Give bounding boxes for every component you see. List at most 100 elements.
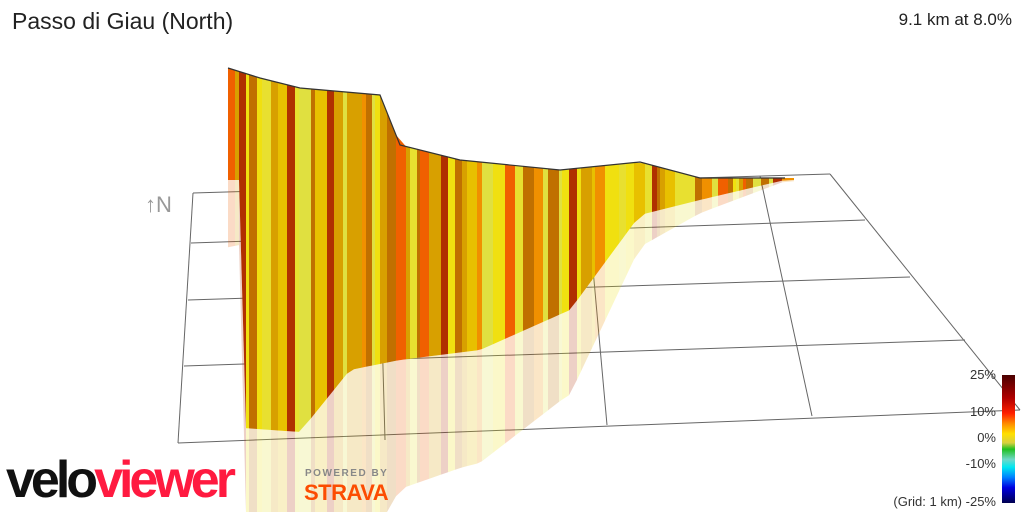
reflection-segment [315,398,327,512]
reflection-segment [462,351,467,468]
gradient-segment [702,178,705,200]
reflection-segment [739,189,743,199]
reflection-segment [660,208,665,236]
gradient-segment [334,90,343,390]
reflection-segment [626,223,634,277]
grid-line [829,173,1021,411]
reflection-segment [652,210,657,241]
reflection-segment [257,428,262,512]
gradient-segment [387,112,396,363]
gradient-segment [645,163,652,214]
page-title: Passo di Giau (North) [12,8,234,34]
reflection-segment [523,328,529,430]
reflection-segment [534,322,543,422]
gradient-segment [429,152,441,357]
reflection-segment [548,318,551,411]
gradient-segment [420,150,429,358]
reflection-segment [396,359,406,497]
reflection-segment [645,212,652,244]
gradient-segment [343,91,347,379]
profile-reflection [228,180,794,512]
gradient-segment [595,165,605,277]
veloviewer-logo[interactable]: veloviewer [6,452,236,508]
gradient-segment [551,169,559,319]
grid-line [177,409,1021,444]
gradient-segment [548,168,551,320]
gradient-segment [362,93,366,368]
gradient-segment [523,166,529,331]
strava-logo[interactable]: STRAVA [304,480,389,505]
reflection-segment [595,262,605,342]
reflection-segment [262,429,271,512]
gradient-segment [761,178,769,186]
gradient-segment [718,178,728,196]
reflection-segment [782,180,794,183]
gradient-segment [380,95,387,364]
gradient-segment [315,89,327,414]
gradient-segment [448,157,455,354]
reflection-segment [688,201,695,220]
reflection-segment [366,365,372,512]
reflection-segment [634,213,645,260]
legend-label-neg25: -25% [965,494,996,509]
reflection-segment [657,210,660,238]
gradient-segment [295,86,299,432]
gradient-segment [626,162,634,234]
climb-stats: 9.1 km at 8.0% [898,10,1012,29]
gradient-segment [406,146,410,360]
gradient-segment [743,178,746,190]
gradient-segment [562,169,569,314]
reflection-segment [493,338,505,453]
grid-note: (Grid: 1 km) [893,494,963,509]
gradient-segment [417,149,420,358]
gradient-segment [660,167,665,210]
reflection-segment [375,364,380,512]
reflection-segment [551,314,559,409]
grid-line [759,175,813,417]
reflection-segment [515,330,523,436]
gradient-segment [739,178,743,191]
reflection-segment [705,197,712,212]
gradient-segment [705,178,712,199]
gradient-segment [733,178,736,193]
reflection-segment [287,431,295,512]
reflection-segment [482,344,493,462]
gradient-segment [278,82,287,432]
reflection-segment [441,354,448,475]
gradient-segment [534,167,543,326]
gradient-segment [634,162,645,224]
reflection-segment [746,187,753,196]
reflection-segment [773,180,782,186]
gradient-segment [375,94,380,365]
gradient-segment [728,178,733,194]
reflection-segment [235,180,239,246]
gradient-segment [347,92,354,374]
gradient-segment [246,73,249,429]
reflection-segment [343,373,347,512]
gradient-segment [652,165,657,212]
reflection-segment [718,193,728,207]
gradient-segment [235,70,239,180]
gradient-segment [327,90,334,399]
reflection-segment [733,191,736,201]
gradient-segment [228,68,235,180]
reflection-segment [477,349,482,464]
reflection-segment [702,198,705,213]
reflection-segment [299,418,311,512]
gradient-segment [614,164,619,251]
reflection-segment [334,378,343,512]
gradient-segment [462,160,467,353]
gradient-segment [581,166,592,296]
reflection-segment [529,326,534,426]
gradient-segment [311,88,315,419]
reflection-segment [354,367,362,512]
gradient-segment [695,176,702,202]
gradient-segment [679,172,688,206]
legend-label-25: 25% [969,367,996,382]
gradient-segment [773,178,782,183]
reflection-segment [665,206,675,233]
reflection-segment [605,250,614,321]
reflection-segment [592,276,595,349]
gradient-segment [623,163,626,239]
